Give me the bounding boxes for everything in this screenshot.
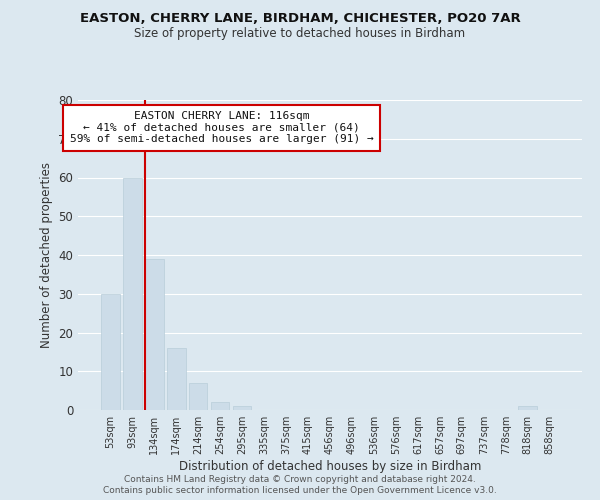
Text: EASTON, CHERRY LANE, BIRDHAM, CHICHESTER, PO20 7AR: EASTON, CHERRY LANE, BIRDHAM, CHICHESTER… bbox=[80, 12, 520, 26]
Text: Contains HM Land Registry data © Crown copyright and database right 2024.: Contains HM Land Registry data © Crown c… bbox=[124, 475, 476, 484]
Bar bbox=[101, 294, 119, 410]
Bar bbox=[145, 259, 164, 410]
Y-axis label: Number of detached properties: Number of detached properties bbox=[40, 162, 53, 348]
Text: Contains public sector information licensed under the Open Government Licence v3: Contains public sector information licen… bbox=[103, 486, 497, 495]
Bar bbox=[123, 178, 142, 410]
Text: Size of property relative to detached houses in Birdham: Size of property relative to detached ho… bbox=[134, 28, 466, 40]
Bar bbox=[167, 348, 185, 410]
Bar bbox=[211, 402, 229, 410]
Text: EASTON CHERRY LANE: 116sqm
← 41% of detached houses are smaller (64)
59% of semi: EASTON CHERRY LANE: 116sqm ← 41% of deta… bbox=[70, 112, 374, 144]
X-axis label: Distribution of detached houses by size in Birdham: Distribution of detached houses by size … bbox=[179, 460, 481, 473]
Bar bbox=[189, 383, 208, 410]
Bar bbox=[518, 406, 537, 410]
Bar bbox=[233, 406, 251, 410]
